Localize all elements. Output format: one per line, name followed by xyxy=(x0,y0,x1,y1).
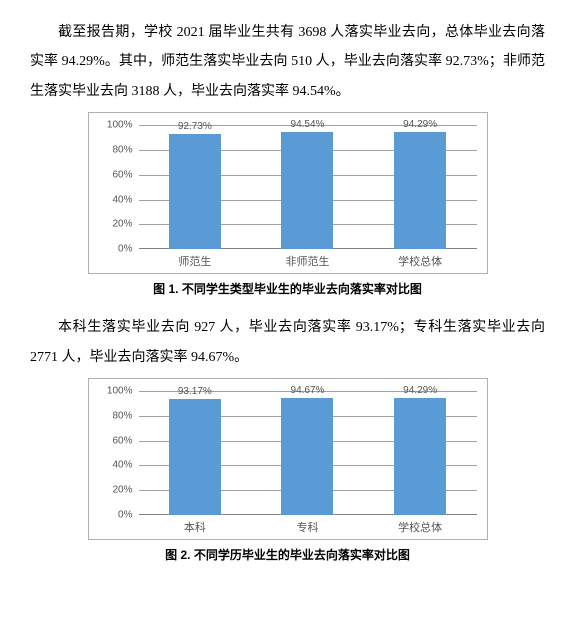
x-tick-label: 本科 xyxy=(169,519,221,535)
y-tick-label: 80% xyxy=(112,410,132,421)
x-tick-label: 学校总体 xyxy=(394,519,446,535)
paragraph-2: 本科生落实毕业去向 927 人，毕业去向落实率 93.17%；专科生落实毕业去向… xyxy=(30,313,545,372)
bar-slot: 92.73% xyxy=(169,125,221,249)
chart-1: 0% 20% 40% 60% 80% 100% 92.73% 94.54% 94.29% 师范生 非… xyxy=(88,112,488,274)
bar-slot: 94.29% xyxy=(394,125,446,249)
bar xyxy=(281,398,333,515)
x-tick-label: 学校总体 xyxy=(394,253,446,269)
chart-2-caption: 图 2. 不同学历毕业生的毕业去向落实率对比图 xyxy=(30,546,545,563)
bar-value-label: 94.29% xyxy=(403,385,437,396)
y-tick-label: 40% xyxy=(112,194,132,205)
x-tick-label: 非师范生 xyxy=(281,253,333,269)
bar xyxy=(169,399,221,515)
bar-slot: 94.54% xyxy=(281,125,333,249)
bar-value-label: 92.73% xyxy=(178,121,212,132)
chart-1-caption: 图 1. 不同学生类型毕业生的毕业去向落实率对比图 xyxy=(30,280,545,297)
x-labels: 师范生 非师范生 学校总体 xyxy=(139,253,477,269)
x-labels: 本科 专科 学校总体 xyxy=(139,519,477,535)
x-tick-label: 专科 xyxy=(281,519,333,535)
y-tick-label: 60% xyxy=(112,435,132,446)
y-tick-label: 0% xyxy=(118,244,132,255)
chart-2-wrap: 0% 20% 40% 60% 80% 100% 93.17% 94.67% 94.29% 本科 专科… xyxy=(88,378,488,540)
bar-value-label: 94.29% xyxy=(403,119,437,130)
chart-1-wrap: 0% 20% 40% 60% 80% 100% 92.73% 94.54% 94.29% 师范生 非… xyxy=(88,112,488,274)
bar xyxy=(281,132,333,249)
y-tick-label: 40% xyxy=(112,460,132,471)
bar xyxy=(169,134,221,249)
y-tick-label: 80% xyxy=(112,144,132,155)
y-tick-label: 100% xyxy=(107,385,133,396)
paragraph-1: 截至报告期，学校 2021 届毕业生共有 3698 人落实毕业去向，总体毕业去向… xyxy=(30,18,545,106)
bar-value-label: 93.17% xyxy=(178,386,212,397)
chart-2: 0% 20% 40% 60% 80% 100% 93.17% 94.67% 94.29% 本科 专科… xyxy=(88,378,488,540)
bar-slot: 94.29% xyxy=(394,391,446,515)
y-tick-label: 20% xyxy=(112,485,132,496)
bar-slot: 93.17% xyxy=(169,391,221,515)
bar-value-label: 94.67% xyxy=(291,385,325,396)
y-tick-label: 0% xyxy=(118,509,132,520)
bar-value-label: 94.54% xyxy=(291,119,325,130)
y-tick-label: 60% xyxy=(112,169,132,180)
plot-area: 0%20%40%60%80%100%92.73%94.54%94.29% xyxy=(139,125,477,249)
bar-slot: 94.67% xyxy=(281,391,333,515)
bars-group: 93.17% 94.67% 94.29% xyxy=(139,391,477,515)
bars-group: 92.73% 94.54% 94.29% xyxy=(139,125,477,249)
y-tick-label: 20% xyxy=(112,219,132,230)
plot-area: 0%20%40%60%80%100%93.17%94.67%94.29% xyxy=(139,391,477,515)
y-tick-label: 100% xyxy=(107,120,133,131)
bar xyxy=(394,398,446,515)
x-tick-label: 师范生 xyxy=(169,253,221,269)
document-page: 截至报告期，学校 2021 届毕业生共有 3698 人落实毕业去向，总体毕业去向… xyxy=(0,0,575,589)
bar xyxy=(394,132,446,249)
